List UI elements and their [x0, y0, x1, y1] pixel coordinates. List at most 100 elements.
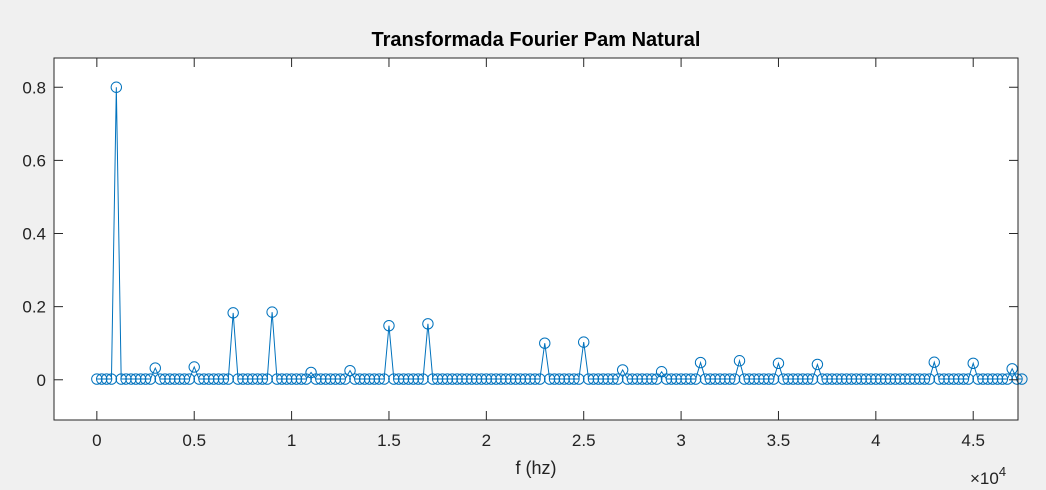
- data-point: [281, 373, 293, 385]
- data-point: [865, 373, 877, 385]
- data-point: [242, 373, 254, 385]
- data-point: [636, 373, 648, 385]
- data-point: [782, 373, 794, 385]
- data-point: [466, 373, 478, 385]
- data-point: [913, 373, 926, 385]
- data-point: [407, 373, 420, 385]
- x-exponent-power: 4: [999, 464, 1006, 479]
- data-point: [212, 373, 225, 385]
- data-point: [918, 373, 931, 385]
- data-point: [1001, 373, 1013, 385]
- data-point: [646, 373, 658, 385]
- data-point: [436, 373, 449, 385]
- data-point: [738, 373, 751, 385]
- data-point: [699, 373, 712, 385]
- data-point: [514, 373, 527, 385]
- data-point: [568, 373, 580, 385]
- data-point: [509, 373, 522, 385]
- data-point: [923, 373, 936, 385]
- data-point: [763, 373, 775, 385]
- data-point: [728, 373, 741, 385]
- x-tick-label: 4: [871, 431, 880, 450]
- data-point: [310, 373, 322, 385]
- data-point: [597, 373, 609, 385]
- data-point: [733, 355, 746, 367]
- data-point: [724, 373, 736, 385]
- data-point: [388, 373, 400, 385]
- data-point: [334, 373, 346, 385]
- data-point: [1016, 373, 1028, 385]
- data-point: [169, 373, 181, 385]
- chart-title: Transformada Fourier Pam Natural: [372, 29, 701, 51]
- data-point: [198, 373, 210, 385]
- data-point: [256, 373, 269, 385]
- data-point: [612, 373, 624, 385]
- data-point: [96, 373, 108, 385]
- data-point: [948, 373, 960, 385]
- data-point: [680, 373, 692, 385]
- data-point: [125, 373, 137, 385]
- data-point: [329, 373, 342, 385]
- data-point: [543, 373, 556, 385]
- x-tick-label: 0.5: [182, 431, 206, 450]
- data-point: [587, 373, 600, 385]
- x-exponent-base: ×10: [970, 469, 999, 488]
- data-point: [719, 373, 731, 385]
- data-point: [879, 373, 892, 385]
- data-point: [787, 373, 799, 385]
- data-point: [393, 373, 405, 385]
- x-tick-label: 1.5: [377, 431, 401, 450]
- data-point: [689, 373, 702, 385]
- data-point: [952, 373, 965, 385]
- data-point: [446, 373, 458, 385]
- x-tick-label: 1: [287, 431, 296, 450]
- data-point: [836, 373, 848, 385]
- data-point: [1006, 363, 1018, 375]
- data-point: [130, 373, 142, 385]
- data-point: [621, 373, 634, 385]
- data-point: [261, 373, 273, 385]
- data-point: [801, 373, 814, 385]
- data-point: [427, 373, 439, 385]
- data-point: [831, 373, 843, 385]
- data-point: [276, 373, 288, 385]
- x-axis-ticks: 0 0.5 1 1.5 2 2.5 3 3.5 4 4.5: [92, 58, 985, 450]
- data-point: [811, 358, 824, 371]
- data-point: [626, 373, 639, 385]
- data-point: [193, 373, 205, 385]
- data-point: [285, 373, 298, 385]
- data-point: [470, 373, 483, 385]
- data-point: [368, 373, 381, 385]
- data-point: [251, 373, 264, 385]
- data-point: [110, 81, 123, 93]
- data-point: [933, 373, 945, 385]
- data-point: [222, 373, 235, 385]
- data-point: [490, 373, 502, 385]
- y-tick-label: 0.2: [22, 298, 46, 317]
- data-point: [271, 373, 283, 385]
- data-point: [816, 373, 828, 385]
- data-point: [991, 373, 1004, 385]
- data-point: [203, 373, 215, 385]
- data-point: [159, 373, 171, 385]
- data-point: [860, 373, 872, 385]
- data-point: [363, 373, 376, 385]
- data-point: [295, 373, 308, 385]
- data-point: [996, 373, 1009, 385]
- data-point: [227, 307, 239, 319]
- data-point: [456, 373, 468, 385]
- data-point: [417, 373, 429, 385]
- y-axis-ticks: 0 0.2 0.4 0.6 0.8: [22, 78, 1018, 390]
- data-point: [451, 373, 463, 385]
- data-point: [402, 373, 415, 385]
- data-point: [748, 373, 760, 385]
- data-point: [704, 373, 716, 385]
- data-point: [592, 373, 605, 385]
- data-point: [845, 373, 858, 385]
- data-point: [548, 373, 561, 385]
- data-point: [324, 373, 337, 385]
- data-point: [894, 373, 906, 385]
- data-point: [91, 373, 103, 385]
- data-point: [573, 373, 585, 385]
